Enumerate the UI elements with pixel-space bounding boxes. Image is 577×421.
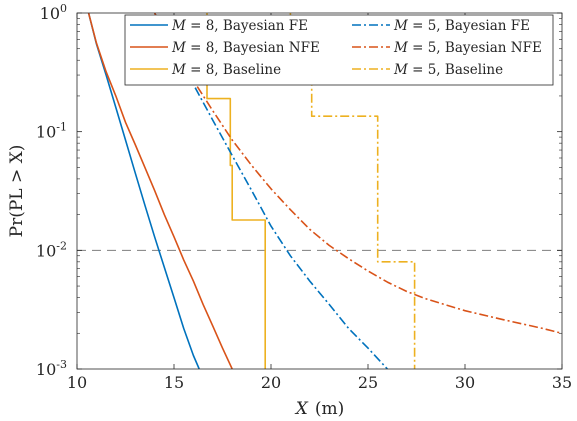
x-tick-label: 15	[164, 373, 184, 392]
x-axis-label: X (m)	[294, 399, 345, 419]
y-tick-label: 10-3	[36, 358, 67, 379]
x-axis-label-var: X	[294, 399, 309, 419]
legend-box	[124, 14, 554, 86]
series-line-5	[153, 13, 562, 335]
series-line-3	[206, 13, 267, 369]
x-axis-label-unit: (m)	[315, 399, 344, 419]
legend-entry: M = 8, Bayesian FE	[171, 18, 308, 34]
plot-frame	[76, 12, 563, 370]
series-line-1	[87, 13, 200, 369]
x-tick-label: 30	[455, 373, 475, 392]
x-tick-label: 35	[552, 373, 572, 392]
legend-entry: M = 8, Bayesian NFE	[171, 40, 320, 56]
legend-entry: M = 5, Bayesian NFE	[393, 40, 542, 56]
x-tick-label: 20	[261, 373, 281, 392]
x-tick-label: 10	[67, 373, 87, 392]
y-axis-label: Pr(PL > X)	[7, 145, 27, 238]
y-tick-label: 100	[40, 2, 67, 23]
x-tick-label: 25	[358, 373, 378, 392]
series-line-2	[87, 13, 233, 369]
legend-entry: M = 8, Baseline	[171, 62, 281, 78]
y-tick-label: 10-1	[36, 121, 67, 142]
y-tick-label: 10-2	[36, 239, 67, 260]
legend-entry: M = 5, Baseline	[393, 62, 503, 78]
legend-entry: M = 5, Bayesian FE	[393, 18, 530, 34]
